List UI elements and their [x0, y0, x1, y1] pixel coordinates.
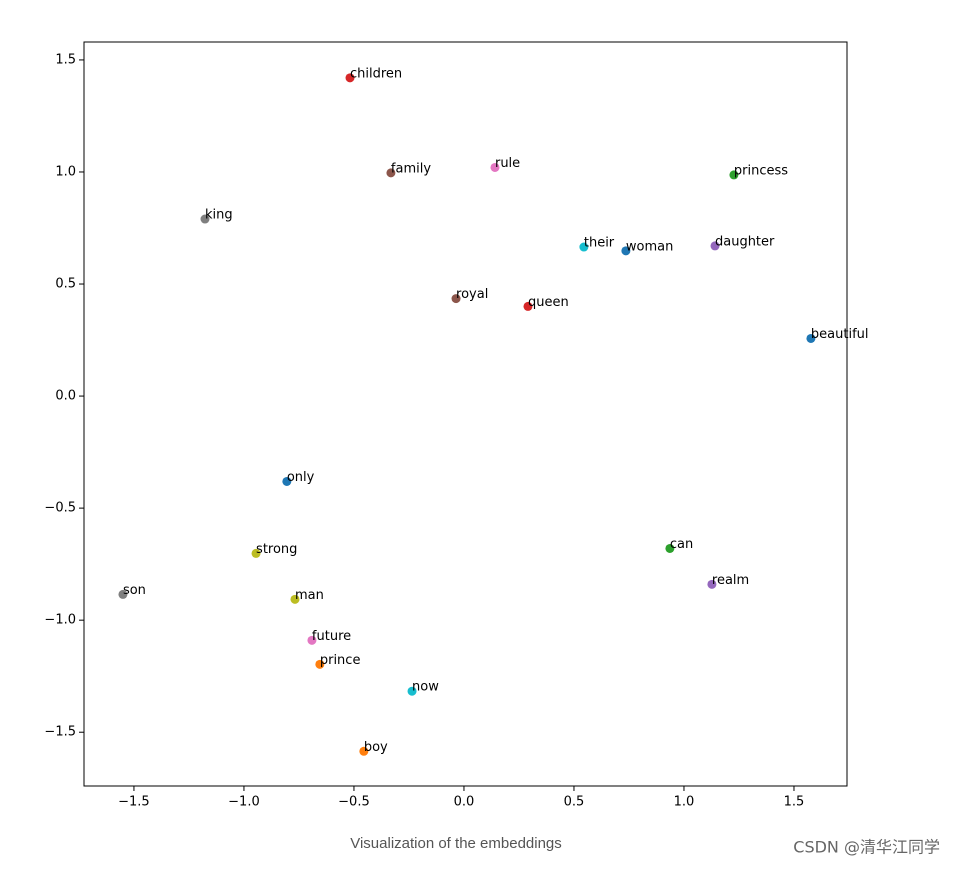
- y-tick-label: 1.0: [55, 164, 76, 179]
- y-tick-label: −0.5: [44, 501, 76, 516]
- point-label: only: [287, 470, 315, 485]
- point-label: man: [295, 588, 324, 603]
- y-tick-label: −1.0: [44, 613, 76, 628]
- x-tick-label: −1.5: [118, 795, 150, 810]
- point: [665, 543, 675, 553]
- point-label: princess: [734, 163, 788, 178]
- point-label: realm: [712, 573, 749, 588]
- point-label: now: [412, 680, 439, 695]
- point: [579, 242, 589, 252]
- point-label: royal: [456, 287, 488, 302]
- x-tick-label: 0.5: [564, 795, 585, 810]
- point: [359, 746, 369, 756]
- point: [707, 579, 717, 589]
- point-label: boy: [364, 740, 388, 755]
- point-label: daughter: [715, 234, 775, 249]
- point-label: strong: [256, 542, 297, 557]
- point-label: can: [670, 537, 693, 552]
- point-label: beautiful: [811, 327, 869, 342]
- y-tick-label: 1.5: [55, 52, 76, 67]
- point-label: son: [123, 583, 146, 598]
- point-label: children: [350, 66, 402, 81]
- point: [307, 635, 317, 645]
- x-tick-label: −1.0: [228, 795, 260, 810]
- point: [345, 73, 355, 83]
- point: [523, 301, 533, 311]
- watermark: CSDN @清华江同学: [793, 838, 940, 857]
- x-tick-label: 1.5: [784, 795, 805, 810]
- y-tick-label: −1.5: [44, 725, 76, 740]
- point-label: prince: [320, 653, 361, 668]
- point: [118, 589, 128, 599]
- point: [282, 476, 292, 486]
- point-label: rule: [495, 156, 520, 171]
- point-label: future: [312, 629, 351, 644]
- point: [710, 241, 720, 251]
- x-tick-label: 1.0: [674, 795, 695, 810]
- point: [621, 246, 631, 256]
- point: [407, 686, 417, 696]
- x-tick-label: 0.0: [454, 795, 475, 810]
- point-label: family: [391, 161, 431, 176]
- y-tick-label: 0.5: [55, 277, 76, 292]
- point: [315, 659, 325, 669]
- point-label: king: [205, 208, 233, 223]
- y-tick-label: 0.0: [55, 389, 76, 404]
- x-tick-label: −0.5: [338, 795, 370, 810]
- caption: Visualization of the embeddings: [350, 835, 562, 852]
- point: [806, 333, 816, 343]
- point: [451, 294, 461, 304]
- point: [200, 214, 210, 224]
- point: [290, 594, 300, 604]
- point: [729, 170, 739, 180]
- point-label: their: [584, 236, 615, 251]
- plot-frame: [83, 41, 848, 787]
- point: [490, 162, 500, 172]
- point-label: woman: [626, 239, 673, 254]
- point: [386, 168, 396, 178]
- point: [251, 548, 261, 558]
- point-label: queen: [528, 295, 569, 310]
